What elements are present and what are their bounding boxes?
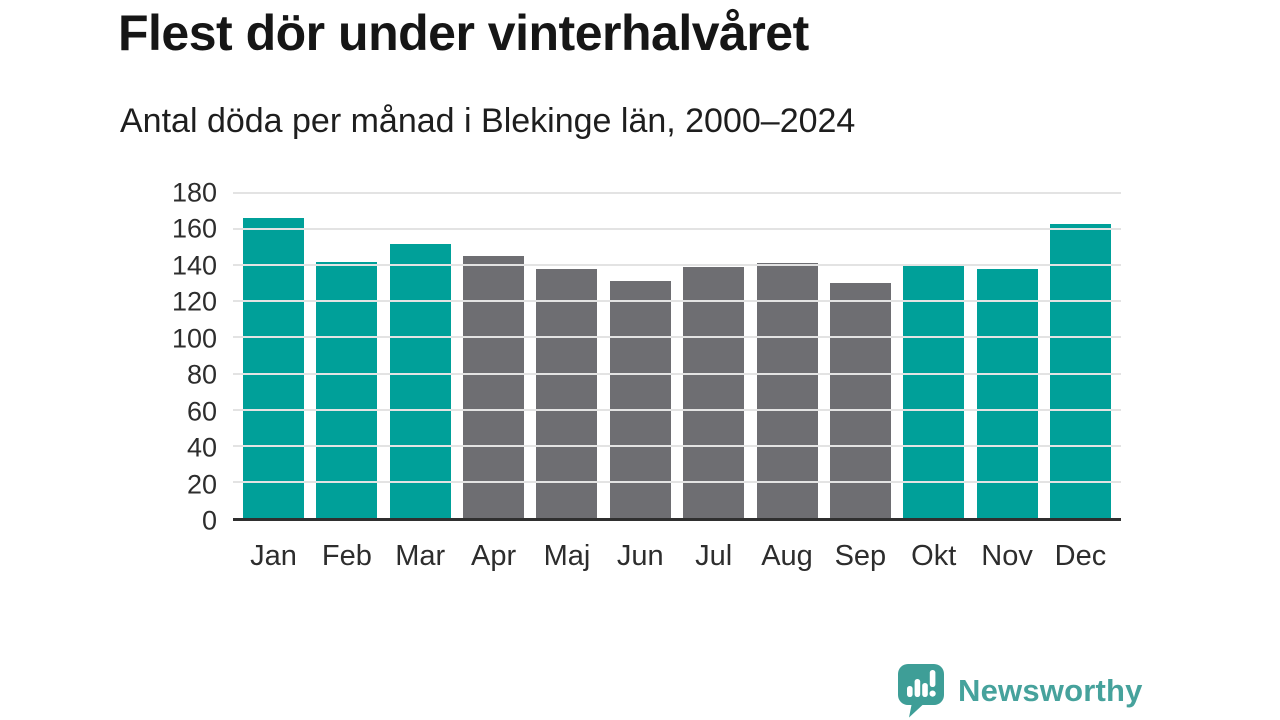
bar-maj <box>536 268 598 518</box>
newsworthy-bar-chart-speech-bubble-icon <box>898 664 944 718</box>
y-tick-label: 80 <box>186 359 217 390</box>
bar-mar <box>389 243 451 518</box>
bars-row <box>233 193 1121 518</box>
x-tick-label: Feb <box>321 540 372 572</box>
newsworthy-branding: Newsworthy <box>897 663 1143 718</box>
y-tick-label: 0 <box>201 505 217 536</box>
x-tick-label: Okt <box>911 540 957 572</box>
y-tick-label: 100 <box>171 323 217 354</box>
gridline <box>233 192 1121 194</box>
gridline <box>233 372 1121 375</box>
y-tick-label: 20 <box>186 469 217 500</box>
bar-nov <box>976 268 1038 518</box>
x-tick-label: Jun <box>616 540 664 572</box>
x-tick-label: Apr <box>471 540 517 572</box>
gridline <box>233 300 1121 303</box>
y-tick-label: 40 <box>186 432 217 463</box>
gridline <box>233 264 1121 267</box>
x-tick-label: Aug <box>761 540 813 572</box>
gridline <box>233 408 1121 411</box>
bar-okt <box>903 265 965 518</box>
bar-dec <box>1049 223 1111 518</box>
chart-title: Flest dör under vinterhalvåret <box>118 5 809 61</box>
y-tick-label: 140 <box>171 250 217 281</box>
x-tick-label: Maj <box>543 540 591 572</box>
bar-sep <box>829 283 891 518</box>
gridline <box>233 480 1121 483</box>
x-axis: Jan Feb Mar Apr Maj Jun Jul Aug Sep Okt Nov Dec <box>233 540 1121 573</box>
x-tick-label: Mar <box>395 540 446 572</box>
gridline <box>233 336 1121 339</box>
bar-jan <box>243 218 304 518</box>
bar-feb <box>316 261 378 518</box>
bar-aug <box>756 263 818 518</box>
bar-apr <box>463 256 525 518</box>
brand-name: Newsworthy <box>958 672 1143 708</box>
x-tick-label: Sep <box>834 540 887 572</box>
bar-jun <box>609 281 671 518</box>
y-tick-label: 120 <box>171 286 217 317</box>
y-tick-label: 180 <box>171 177 217 208</box>
gridline <box>233 228 1121 231</box>
x-tick-label: Dec <box>1054 540 1107 572</box>
y-axis: 0 20 40 60 80 100 120 140 160 180 <box>100 178 217 536</box>
chart-subtitle: Antal döda per månad i Blekinge län, 200… <box>120 102 856 140</box>
gridline <box>233 444 1121 447</box>
y-tick-label: 160 <box>171 213 217 244</box>
bar-jul <box>683 267 745 518</box>
x-tick-label: Nov <box>981 540 1033 572</box>
y-tick-label: 60 <box>186 396 217 427</box>
x-tick-label: Jan <box>250 540 297 572</box>
plot-area <box>233 192 1121 521</box>
x-tick-label: Jul <box>695 540 733 572</box>
